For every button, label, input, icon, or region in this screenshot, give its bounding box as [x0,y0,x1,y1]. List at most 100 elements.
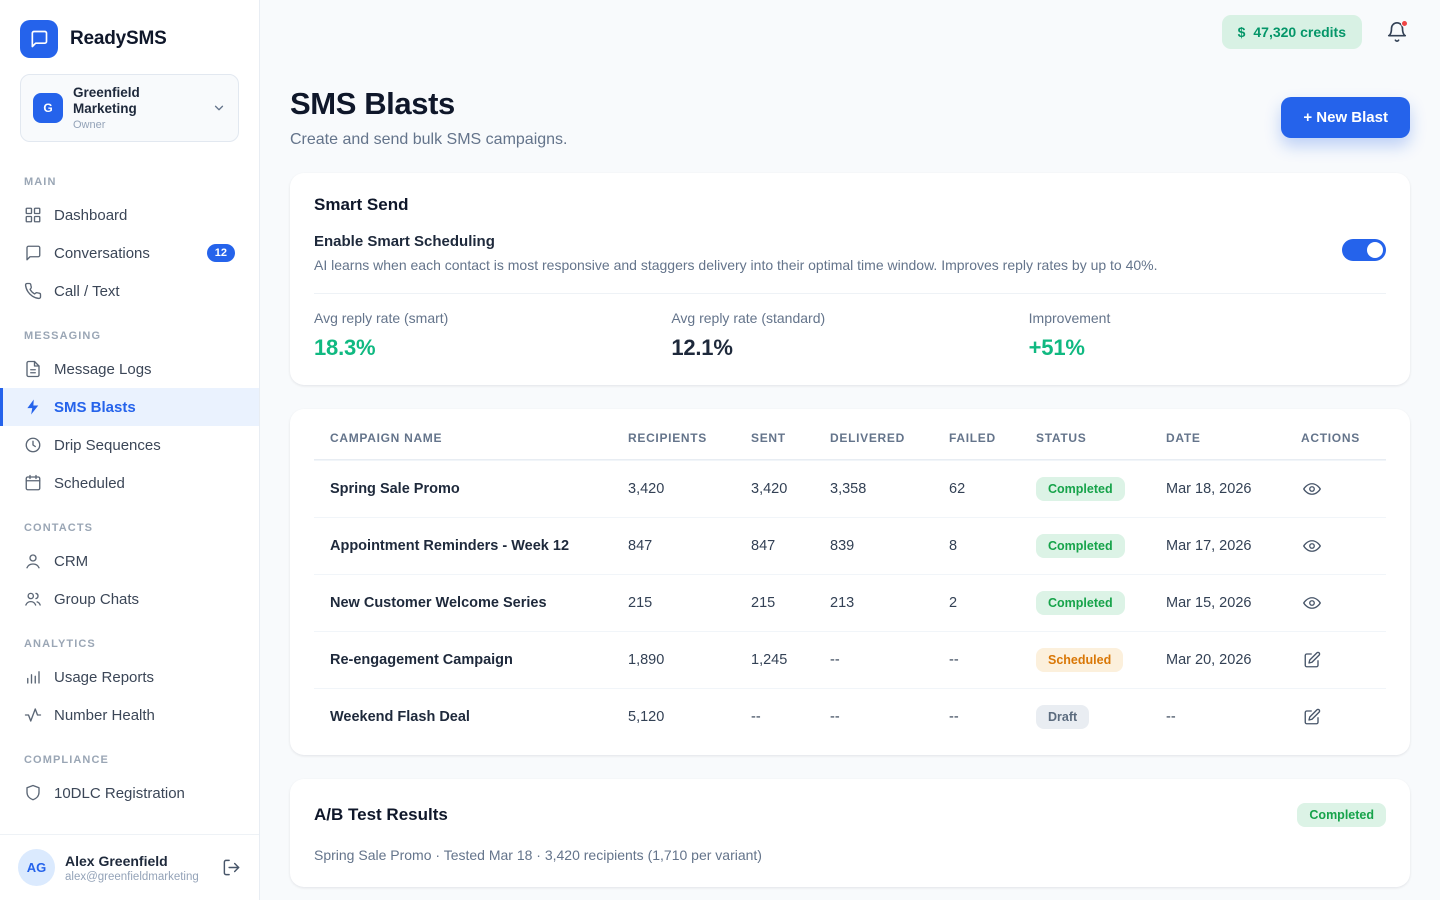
stat-label: Avg reply rate (standard) [671,310,826,326]
stat-standard-reply-rate: Avg reply rate (standard) 12.1% [671,310,1028,361]
eye-icon [1303,480,1321,498]
sidebar: ReadySMS G Greenfield Marketing Owner MA… [0,0,260,900]
campaigns-table-card: CAMPAIGN NAME RECIPIENTS SENT DELIVERED … [290,409,1410,755]
campaign-name: Weekend Flash Deal [330,709,470,725]
edit-campaign-button[interactable] [1301,706,1323,728]
failed-value: 2 [949,595,958,611]
edit-icon [1303,708,1321,726]
edit-campaign-button[interactable] [1301,649,1323,671]
recipients-value: 5,120 [628,709,665,725]
ab-test-summary: Spring Sale Promo · Tested Mar 18 · 3,42… [314,847,762,863]
delivered-value: -- [830,652,840,668]
status-badge: Completed [1036,591,1125,615]
person-icon [24,552,42,570]
document-icon [24,360,42,378]
delivered-value: 3,358 [830,481,867,497]
view-campaign-button[interactable] [1301,478,1323,500]
recipients-value: 215 [628,595,653,611]
status-badge: Completed [1036,534,1125,558]
sidebar-item-crm[interactable]: CRM [0,542,259,580]
new-blast-button[interactable]: + New Blast [1281,97,1410,138]
ab-test-title: A/B Test Results [314,805,448,824]
sidebar-item-10dlc-registration[interactable]: 10DLC Registration [0,774,259,812]
sent-value: 3,420 [751,481,788,497]
sidebar-item-group-chats[interactable]: Group Chats [0,580,259,618]
workspace-selector[interactable]: G Greenfield Marketing Owner [20,74,239,143]
page-title: SMS Blasts [290,86,455,121]
credits-balance-button[interactable]: $ 47,320 credits [1221,15,1362,49]
ab-test-status-badge: Completed [1297,803,1386,827]
people-icon [24,590,42,608]
delivered-value: -- [830,709,840,725]
pulse-icon [24,706,42,724]
delivered-value: 839 [830,538,855,554]
status-badge: Completed [1036,477,1125,501]
delivered-value: 213 [830,595,855,611]
sidebar-item-conversations[interactable]: Conversations 12 [0,234,259,272]
campaign-name: New Customer Welcome Series [330,595,547,611]
avatar: AG [18,849,55,886]
table-row[interactable]: Weekend Flash Deal 5,120 -- -- -- Draft … [314,688,1386,745]
smart-send-stats: Avg reply rate (smart) 18.3% Avg reply r… [314,310,1386,361]
table-row[interactable]: Re-engagement Campaign 1,890 1,245 -- --… [314,631,1386,688]
date-value: Mar 15, 2026 [1166,595,1252,611]
sidebar-item-scheduled[interactable]: Scheduled [0,464,259,502]
sidebar-item-number-health[interactable]: Number Health [0,696,259,734]
stat-value: 12.1% [671,335,733,360]
edit-icon [1303,651,1321,669]
nav-section-analytics: ANALYTICS [24,638,96,651]
eye-icon [1303,594,1321,612]
unread-count-badge: 12 [206,244,235,263]
table-row[interactable]: New Customer Welcome Series 215 215 213 … [314,574,1386,631]
column-header-status: STATUS [1036,431,1087,445]
sent-value: -- [751,709,761,725]
page-subtitle: Create and send bulk SMS campaigns. [290,131,568,148]
clock-icon [24,436,42,454]
sidebar-item-label: Conversations [54,244,150,262]
failed-value: -- [949,652,959,668]
table-header-row: CAMPAIGN NAME RECIPIENTS SENT DELIVERED … [314,413,1386,460]
logout-button[interactable] [222,858,241,877]
campaign-name: Re-engagement Campaign [330,652,513,668]
stat-label: Avg reply rate (smart) [314,310,449,326]
sidebar-item-label: Dashboard [54,206,128,224]
user-email: alex@greenfieldmarketing [65,870,199,883]
chat-bubble-icon [29,29,49,49]
sidebar-item-sms-blasts[interactable]: SMS Blasts [0,388,259,427]
stat-label: Improvement [1028,310,1111,326]
toggle-knob [1367,242,1383,258]
date-value: -- [1166,709,1176,725]
calendar-icon [24,474,42,492]
campaign-name: Spring Sale Promo [330,481,460,497]
nav-section-contacts: CONTACTS [24,522,94,535]
setting-label: Enable Smart Scheduling [314,233,495,250]
app-name: ReadySMS [70,28,167,49]
view-campaign-button[interactable] [1301,592,1323,614]
column-header-actions: ACTIONS [1301,431,1360,445]
stat-improvement: Improvement +51% [1029,310,1386,361]
date-value: Mar 18, 2026 [1166,481,1252,497]
sidebar-item-call-text[interactable]: Call / Text [0,272,259,310]
sidebar-item-drip-sequences[interactable]: Drip Sequences [0,426,259,464]
status-badge: Scheduled [1036,648,1124,672]
smart-scheduling-setting: Enable Smart Scheduling AI learns when e… [314,233,1386,273]
user-footer: AG Alex Greenfield alex@greenfieldmarket… [0,834,259,900]
sidebar-item-usage-reports[interactable]: Usage Reports [0,658,259,696]
nav-section-main: MAIN [24,176,57,189]
view-campaign-button[interactable] [1301,535,1323,557]
divider [314,293,1386,294]
setting-description: AI learns when each contact is most resp… [314,257,1158,273]
sidebar-item-label: CRM [54,552,89,570]
sidebar-item-label: 10DLC Registration [54,784,185,802]
app-logo-mark [20,20,58,58]
sidebar-item-label: Scheduled [54,474,125,492]
column-header-date: DATE [1166,431,1201,445]
sidebar-item-message-logs[interactable]: Message Logs [0,350,259,388]
failed-value: -- [949,709,959,725]
sidebar-item-label: Usage Reports [54,668,155,686]
table-row[interactable]: Spring Sale Promo 3,420 3,420 3,358 62 C… [314,460,1386,517]
table-row[interactable]: Appointment Reminders - Week 12 847 847 … [314,517,1386,574]
sidebar-item-dashboard[interactable]: Dashboard [0,196,259,234]
smart-scheduling-toggle[interactable] [1342,239,1386,261]
notifications-button[interactable] [1386,20,1408,43]
